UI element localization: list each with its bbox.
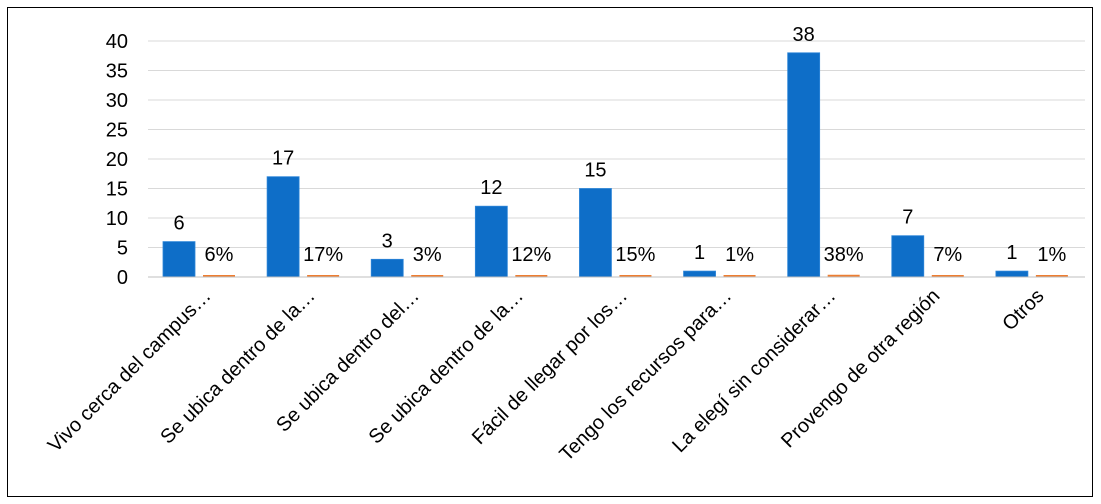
bar-count [579,188,612,278]
y-tick-label: 0 [117,267,128,289]
bars [162,52,1068,278]
data-label-count: 1 [694,242,705,264]
data-labels: 6 6% 17 17% 3 3% 12 12% 15 15% 1 1% 38 38% 7 7% 1 1% [173,24,1066,266]
data-label-percent: 1% [725,244,754,266]
data-label-percent: 3% [413,244,442,266]
data-label-count: 12 [480,177,502,199]
data-label-count: 6 [173,213,184,235]
y-tick-label: 10 [106,208,128,230]
y-tick-label: 25 [106,120,128,142]
y-tick-label: 40 [106,31,128,53]
bar-percent [1035,275,1068,277]
bar-count [995,270,1029,278]
gridlines [148,40,1085,248]
bar-count [266,176,300,278]
bar-count [474,205,508,278]
data-label-percent: 1% [1037,244,1066,266]
bar-count [787,52,821,278]
data-label-percent: 38% [824,244,864,266]
data-label-count: 3 [382,230,393,252]
bar-percent [411,275,444,277]
bar-chart: 6 6% 17 17% 3 3% 12 12% 15 15% 1 1% 38 38% 7 7% 1 1% 0 5 10… [44,24,1085,466]
data-label-count: 7 [902,207,913,229]
y-tick-label: 20 [106,149,128,171]
bar-percent [931,275,964,277]
x-category-label: Vivo cerca del campus… [44,285,216,457]
x-category-label: Tengo los recursos para… [556,285,737,466]
data-label-percent: 17% [303,244,343,266]
bar-percent [307,275,340,277]
bar-percent [827,274,860,277]
data-label-count: 17 [272,148,294,170]
data-label-count: 38 [793,24,815,46]
bar-count [162,241,196,278]
data-label-count: 1 [1006,242,1017,264]
data-label-percent: 12% [511,244,551,266]
chart-frame: 6 6% 17 17% 3 3% 12 12% 15 15% 1 1% 38 38% 7 7% 1 1% 0 5 10… [7,7,1093,497]
y-tick-label: 35 [106,61,128,83]
y-tick-label: 5 [117,238,128,260]
bar-percent [723,275,756,277]
data-label-percent: 15% [615,244,655,266]
bar-count [370,258,404,278]
data-label-percent: 6% [205,244,234,266]
y-tick-label: 15 [106,179,128,201]
data-label-count: 15 [584,160,606,182]
y-tick-label: 30 [106,90,128,112]
bar-percent [203,275,235,277]
bar-percent [619,275,652,277]
data-label-percent: 7% [933,244,962,266]
x-category-label: Otros [998,285,1048,335]
bar-percent [515,275,548,277]
bar-count [683,270,716,278]
bar-count [891,235,925,278]
